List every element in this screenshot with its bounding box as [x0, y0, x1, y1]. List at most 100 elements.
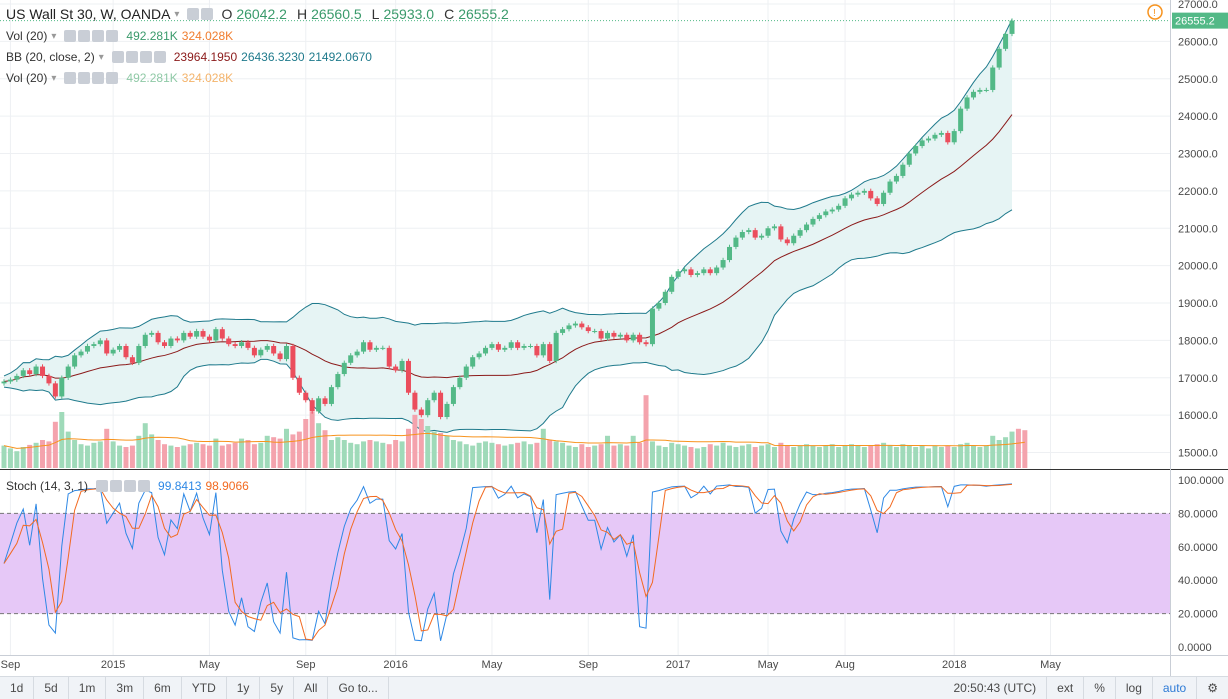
gear-icon[interactable]: [125, 51, 138, 63]
plus-icon[interactable]: [92, 30, 105, 42]
candle-body: [476, 353, 482, 358]
plus-icon[interactable]: [124, 480, 137, 492]
candle-body: [919, 140, 925, 147]
candle-body: [605, 332, 611, 339]
volume-bar: [540, 428, 546, 468]
candle-body: [226, 338, 232, 345]
alert-icon: [1147, 4, 1163, 20]
close-icon[interactable]: [106, 30, 119, 42]
candle-body: [720, 260, 726, 268]
candle-body: [669, 276, 675, 292]
volume-bar: [117, 445, 123, 468]
plus-icon[interactable]: [92, 72, 105, 84]
time-tick-label: May: [758, 659, 779, 671]
gear-icon[interactable]: ⚙: [1196, 677, 1228, 699]
range-1y-button[interactable]: 1y: [227, 677, 261, 699]
log-toggle[interactable]: log: [1114, 677, 1152, 699]
eye-icon[interactable]: [187, 8, 200, 20]
volume-bar: [502, 445, 508, 468]
range-1d-button[interactable]: 1d: [0, 677, 35, 699]
eye-icon[interactable]: [64, 72, 77, 84]
volume-ma-line: [3, 432, 1025, 449]
volume-bar: [463, 444, 469, 468]
price-tick-label: 25000.0: [1178, 74, 1218, 86]
vol-label-2[interactable]: Vol (20): [6, 71, 48, 85]
vol1-value: 492.281K: [126, 29, 178, 43]
volume-bar: [662, 447, 668, 468]
percent-toggle[interactable]: %: [1083, 677, 1115, 699]
candle-body: [271, 346, 277, 354]
candle-body: [219, 329, 225, 339]
volume-bar: [617, 444, 623, 468]
alert-icon-mark: !: [1153, 8, 1156, 19]
gear-icon[interactable]: [201, 8, 214, 20]
bb-label[interactable]: BB (20, close, 2): [6, 50, 95, 64]
vol-label-1[interactable]: Vol (20): [6, 29, 48, 43]
candle-body: [373, 347, 379, 350]
stoch-tick-label: 40.0000: [1178, 575, 1218, 587]
candle-body: [855, 192, 861, 195]
volume-bar: [341, 440, 347, 468]
candle-body: [823, 211, 829, 216]
volume-bar: [707, 444, 713, 468]
candle-body: [868, 190, 874, 199]
time-tick-label: 2018: [942, 659, 966, 671]
eye-icon[interactable]: [64, 30, 77, 42]
volume-bar: [637, 442, 643, 468]
eye-icon[interactable]: [96, 480, 109, 492]
range-3m-button[interactable]: 3m: [106, 677, 145, 699]
candle-body: [637, 334, 643, 343]
candle-body: [752, 230, 758, 238]
stoch-label[interactable]: Stoch (14, 3, 1): [6, 479, 89, 493]
goto-button[interactable]: Go to...: [328, 677, 389, 699]
chevron-down-icon[interactable]: ▾: [51, 72, 57, 84]
chevron-down-icon[interactable]: ▾: [51, 30, 57, 42]
candle-body: [27, 370, 33, 375]
high-label: H: [296, 6, 308, 22]
volume-bar: [682, 445, 688, 468]
volume-bar: [393, 440, 399, 468]
volume-bar: [52, 421, 58, 468]
volume-bar: [7, 448, 13, 468]
open-label: O: [221, 6, 233, 22]
range-6m-button[interactable]: 6m: [144, 677, 182, 699]
last-price-label: 26555.2: [1175, 16, 1215, 28]
volume-bar: [887, 445, 893, 468]
candle-body: [592, 331, 598, 333]
range-5d-button[interactable]: 5d: [34, 677, 69, 699]
close-icon[interactable]: [138, 480, 151, 492]
time-tick-label: Aug: [835, 659, 855, 671]
range-ytd-button[interactable]: YTD: [182, 677, 227, 699]
volume-bar: [155, 440, 161, 468]
bb-fill: [4, 19, 1012, 433]
chart-canvas[interactable]: 15000.0 16000.0 17000.0 18000.0 19000.0 20000…: [0, 0, 1228, 676]
eye-icon[interactable]: [111, 51, 124, 63]
candle-body: [656, 303, 662, 309]
candle-body: [585, 327, 591, 332]
bb-upper-line: [3, 19, 1013, 377]
price-tick-label: 23000.0: [1178, 149, 1218, 161]
plus-icon[interactable]: [139, 51, 152, 63]
range-all-button[interactable]: All: [294, 677, 329, 699]
symbol-title[interactable]: US Wall St 30, W, OANDA: [6, 6, 171, 22]
bb-mid-line: [3, 114, 1013, 383]
ext-toggle[interactable]: ext: [1046, 677, 1083, 699]
close-icon[interactable]: [106, 72, 119, 84]
volume-bar: [630, 435, 636, 468]
close-label: C: [444, 6, 455, 22]
candle-body: [508, 342, 514, 348]
gear-icon[interactable]: [78, 30, 91, 42]
gear-icon[interactable]: [78, 72, 91, 84]
candle-body: [316, 398, 322, 412]
gear-icon[interactable]: [110, 480, 123, 492]
chevron-down-icon[interactable]: ▾: [98, 51, 104, 63]
volume-bar: [251, 444, 257, 468]
range-5y-button[interactable]: 5y: [260, 677, 295, 699]
candle-body: [797, 230, 803, 236]
auto-toggle[interactable]: auto: [1151, 677, 1196, 699]
candle-body: [444, 403, 450, 418]
close-icon[interactable]: [153, 51, 166, 63]
range-1m-button[interactable]: 1m: [69, 677, 107, 699]
chevron-down-icon[interactable]: ▾: [174, 8, 180, 20]
volume-bar: [219, 445, 225, 468]
